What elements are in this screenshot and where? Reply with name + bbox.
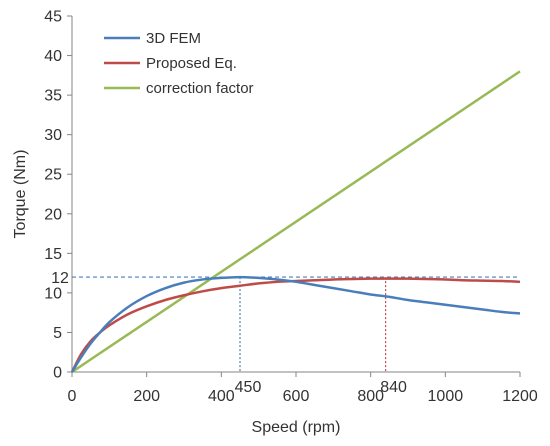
legend-label-correction-factor: correction factor: [146, 80, 254, 97]
hline-label-12: 12: [51, 270, 69, 287]
series-line-correction-factor: [71, 70, 521, 374]
x-axis-title: Speed (rpm): [252, 419, 341, 436]
y-tick-label: 20: [44, 206, 62, 223]
series-line-proposed-eq: [70, 277, 521, 373]
legend: 3D FEM Proposed Eq. correction factor: [104, 30, 254, 97]
x-tick-label: 1000: [428, 388, 464, 405]
y-tick-label: 30: [44, 127, 62, 144]
series-lines: [70, 70, 521, 374]
y-tick-label: 35: [44, 88, 62, 105]
vline-label-840: 840: [380, 379, 407, 396]
y-axis-title: Torque (Nm): [12, 150, 29, 239]
x-tick-label: 400: [208, 388, 235, 405]
vline-label-450: 450: [235, 379, 262, 396]
x-tick-label: 1200: [502, 388, 538, 405]
x-tick-label: 200: [133, 388, 160, 405]
x-tick-label: 800: [357, 388, 384, 405]
annotation-lines: [72, 276, 520, 372]
y-tick-label: 25: [44, 167, 62, 184]
y-tick-label: 5: [53, 325, 62, 342]
x-tick-label: 600: [283, 388, 310, 405]
y-tick-label: 40: [44, 48, 62, 65]
y-tick-label: 45: [44, 9, 62, 26]
series-line-3d-fem: [70, 275, 521, 373]
y-tick-label: 0: [53, 365, 62, 382]
y-tick-label: 15: [44, 246, 62, 263]
x-tick-label: 0: [68, 388, 77, 405]
legend-label-proposed-eq: Proposed Eq.: [146, 55, 237, 72]
y-tick-label: 10: [44, 285, 62, 302]
legend-label-3d-fem: 3D FEM: [146, 30, 201, 47]
axes: [67, 15, 521, 377]
